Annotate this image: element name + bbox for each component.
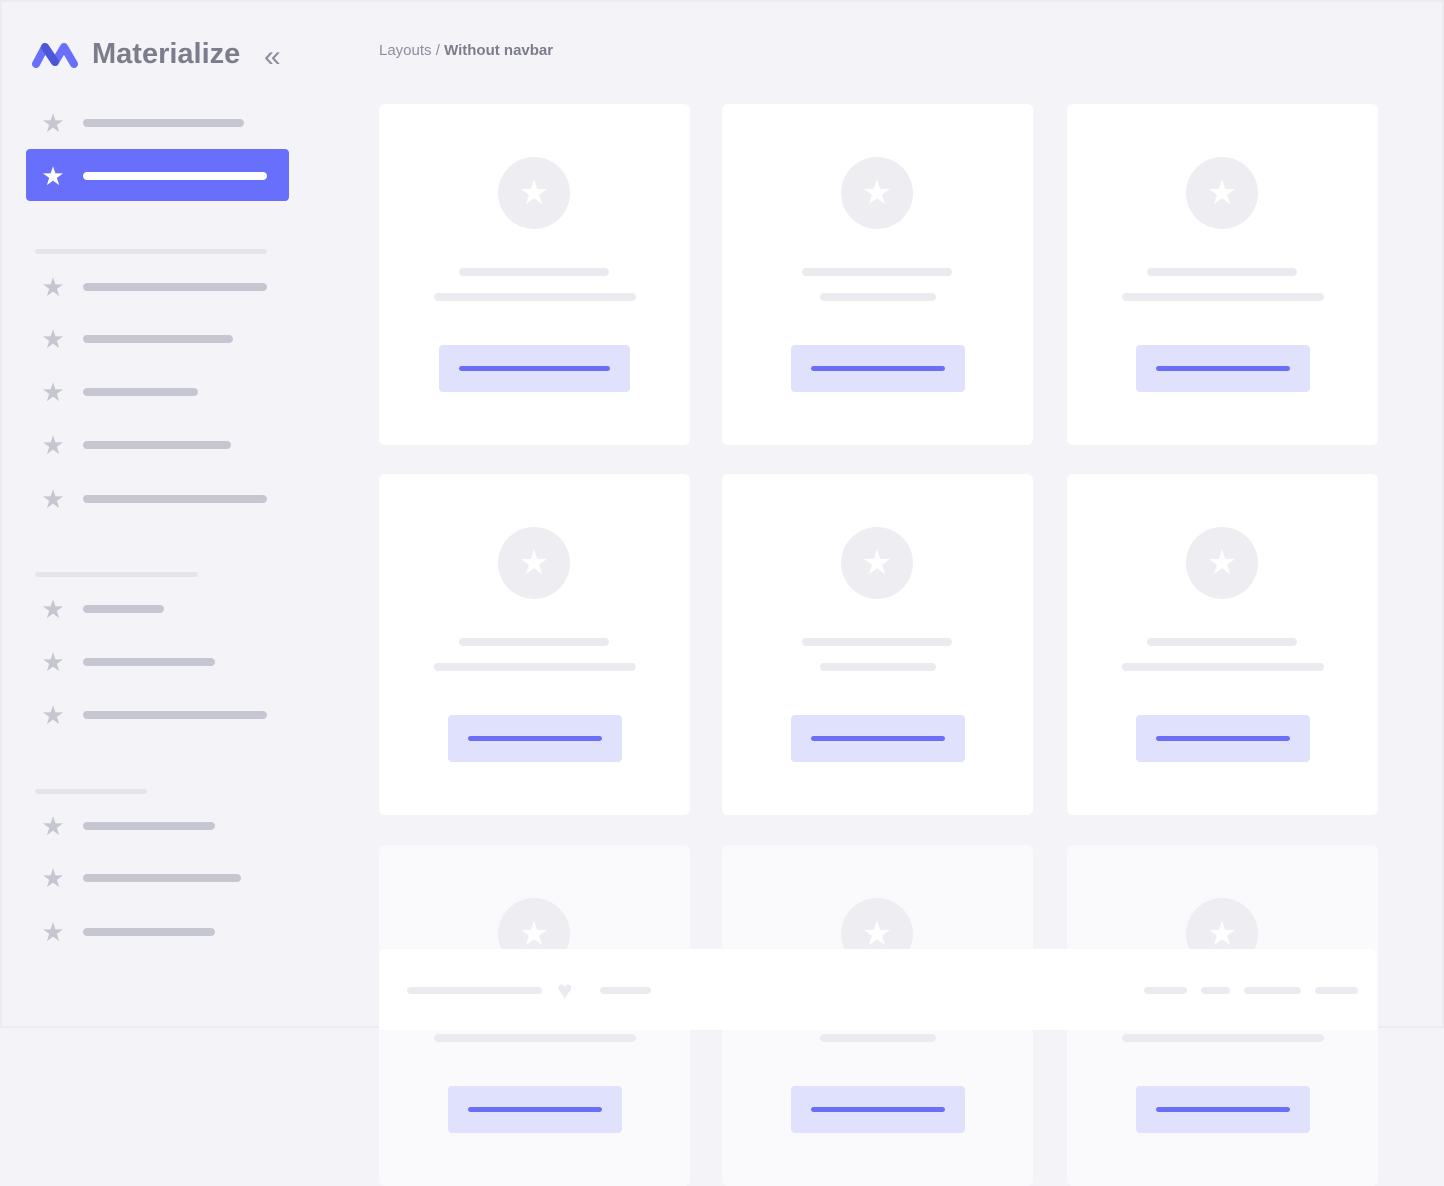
card-text-placeholder (819, 1034, 936, 1042)
footer-text-placeholder (407, 987, 542, 994)
footer-link[interactable] (1244, 987, 1301, 994)
card-text-placeholder (1121, 293, 1324, 301)
card-text-placeholder (819, 663, 936, 671)
card-title-placeholder (1147, 638, 1297, 646)
card-button[interactable] (439, 345, 630, 392)
card: ★ (722, 474, 1033, 815)
sidebar-item[interactable] (83, 711, 267, 719)
card-button[interactable] (1135, 1086, 1310, 1133)
card: ★ (722, 104, 1033, 445)
sidebar-item[interactable] (83, 388, 198, 396)
star-icon: ★ (1186, 527, 1258, 599)
card-button[interactable] (790, 345, 965, 392)
sidebar-item[interactable] (83, 605, 164, 613)
card-button[interactable] (447, 1086, 622, 1133)
star-icon: ★ (41, 324, 65, 354)
card-button[interactable] (447, 715, 622, 762)
card: ★ (1067, 474, 1378, 815)
card-text-placeholder (433, 1034, 636, 1042)
star-icon: ★ (41, 917, 65, 947)
breadcrumb: Layouts / Without navbar (379, 42, 553, 59)
card-text-placeholder (433, 293, 636, 301)
footer: ♥ (379, 949, 1377, 1030)
card-title-placeholder (459, 268, 609, 276)
star-icon: ★ (41, 377, 65, 407)
star-icon: ★ (41, 594, 65, 624)
star-icon: ★ (41, 161, 65, 191)
double-chevron-left-icon[interactable]: « (264, 40, 281, 73)
star-icon: ★ (41, 700, 65, 730)
footer-text-placeholder (600, 987, 651, 994)
sidebar-item[interactable] (83, 874, 241, 882)
breadcrumb-parent[interactable]: Layouts (379, 42, 432, 59)
sidebar-item[interactable] (83, 441, 231, 449)
card-text-placeholder (819, 293, 936, 301)
star-icon: ★ (841, 157, 913, 229)
card: ★ (379, 474, 690, 815)
card-button[interactable] (1135, 345, 1310, 392)
footer-link[interactable] (1201, 987, 1230, 994)
footer-link[interactable] (1315, 987, 1358, 994)
heart-icon: ♥ (557, 975, 573, 1005)
card-button[interactable] (790, 1086, 965, 1133)
star-icon: ★ (41, 484, 65, 514)
footer-link[interactable] (1144, 987, 1187, 994)
sidebar-item[interactable] (83, 928, 215, 936)
star-icon: ★ (41, 811, 65, 841)
card: ★ (379, 104, 690, 445)
card-title-placeholder (1147, 268, 1297, 276)
star-icon: ★ (1186, 157, 1258, 229)
sidebar-item[interactable] (83, 283, 267, 291)
sidebar-item[interactable] (83, 172, 267, 180)
sidebar-item[interactable] (83, 495, 267, 503)
star-icon: ★ (498, 527, 570, 599)
star-icon: ★ (498, 157, 570, 229)
sidebar-item[interactable] (83, 822, 215, 830)
sidebar-section-divider (35, 572, 198, 577)
card-text-placeholder (1121, 663, 1324, 671)
card-title-placeholder (802, 638, 952, 646)
star-icon: ★ (41, 430, 65, 460)
sidebar-section-divider (35, 249, 267, 254)
star-icon: ★ (41, 272, 65, 302)
star-icon: ★ (41, 647, 65, 677)
star-icon: ★ (41, 108, 65, 138)
star-icon: ★ (41, 863, 65, 893)
breadcrumb-separator: / (435, 42, 440, 59)
card-text-placeholder (433, 663, 636, 671)
materialize-logo (32, 43, 78, 68)
card-button[interactable] (790, 715, 965, 762)
card-button[interactable] (1135, 715, 1310, 762)
brand-name: Materialize (92, 38, 241, 70)
card-title-placeholder (802, 268, 952, 276)
sidebar-item[interactable] (83, 658, 215, 666)
sidebar-item[interactable] (83, 335, 233, 343)
star-icon: ★ (841, 527, 913, 599)
card-text-placeholder (1121, 1034, 1324, 1042)
breadcrumb-current: Without navbar (444, 42, 554, 59)
card-title-placeholder (459, 638, 609, 646)
sidebar-item[interactable] (83, 119, 244, 127)
card: ★ (1067, 104, 1378, 445)
sidebar-section-divider (35, 789, 147, 794)
